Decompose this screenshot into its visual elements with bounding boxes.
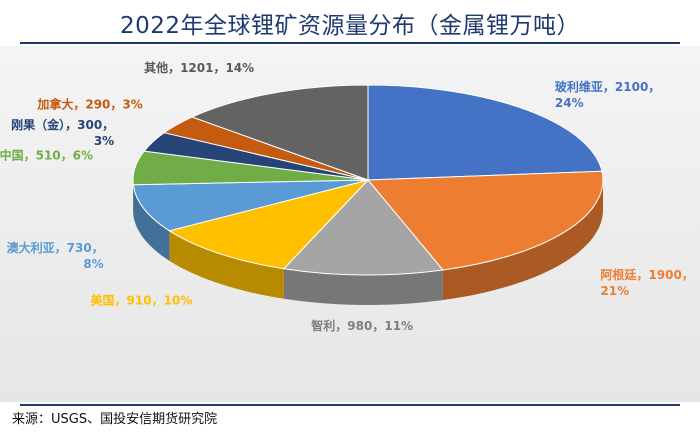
pie-sides	[133, 180, 603, 305]
pie-label-0: 玻利维亚，2100， 24%	[555, 79, 660, 110]
pie-slice-8	[190, 84, 369, 181]
pie-label-line1-2: 智利，980，11%	[310, 318, 413, 333]
pie-side-1	[442, 181, 603, 300]
pie-label-4: 澳大利亚，730， 8%	[7, 240, 104, 271]
pie-label-line2-0: 24%	[555, 96, 584, 110]
pie-label-line1-7: 加拿大，290，3%	[36, 97, 142, 112]
pie-label-2: 智利，980，11%	[310, 318, 413, 333]
pie-label-6: 刚果（金），300， 3%	[11, 117, 114, 148]
source-note: 来源：USGS、国投安信期货研究院	[12, 412, 218, 427]
pie-tops	[132, 84, 604, 276]
pie-side-4	[133, 184, 170, 261]
pie-label-3: 美国，910，10%	[91, 293, 193, 308]
pie-label-1: 阿根廷，1900， 21%	[600, 267, 693, 298]
pie-label-line2-4: 8%	[83, 257, 103, 271]
pie-side-2	[283, 268, 443, 305]
pie-slice-0	[367, 84, 603, 181]
pie-side-3	[169, 230, 284, 299]
pie-label-line1-5: 中国，510，6%	[0, 148, 93, 163]
pie-label-5: 中国，510，6%	[0, 148, 93, 163]
pie-slice-4	[132, 179, 369, 232]
pie-slice-1	[366, 170, 604, 271]
pie-slice-2	[282, 179, 444, 276]
pie-labels: 玻利维亚，2100， 24% 阿根廷，1900， 21% 智利，980，11% 美国，91…	[0, 60, 694, 333]
pie-label-line1-0: 玻利维亚，2100，	[555, 79, 660, 94]
pie-label-line1-6: 刚果（金），300，	[11, 117, 114, 132]
pie-label-7: 加拿大，290，3%	[36, 97, 142, 112]
pie-label-line1-1: 阿根廷，1900，	[600, 267, 693, 282]
pie-label-line1-3: 美国，910，10%	[91, 293, 193, 308]
pie-label-line1-4: 澳大利亚，730，	[7, 240, 104, 255]
pie-label-line2-1: 21%	[600, 284, 629, 298]
pie-label-8: 其他，1201，14%	[144, 60, 254, 75]
title-divider	[20, 42, 680, 44]
footer-divider	[20, 404, 680, 406]
pie-label-line2-6: 3%	[94, 134, 114, 148]
chart-title: 2022年全球锂矿资源量分布（金属锂万吨）	[119, 13, 581, 39]
pie-slice-3	[168, 179, 370, 270]
pie-label-line1-8: 其他，1201，14%	[144, 60, 254, 75]
